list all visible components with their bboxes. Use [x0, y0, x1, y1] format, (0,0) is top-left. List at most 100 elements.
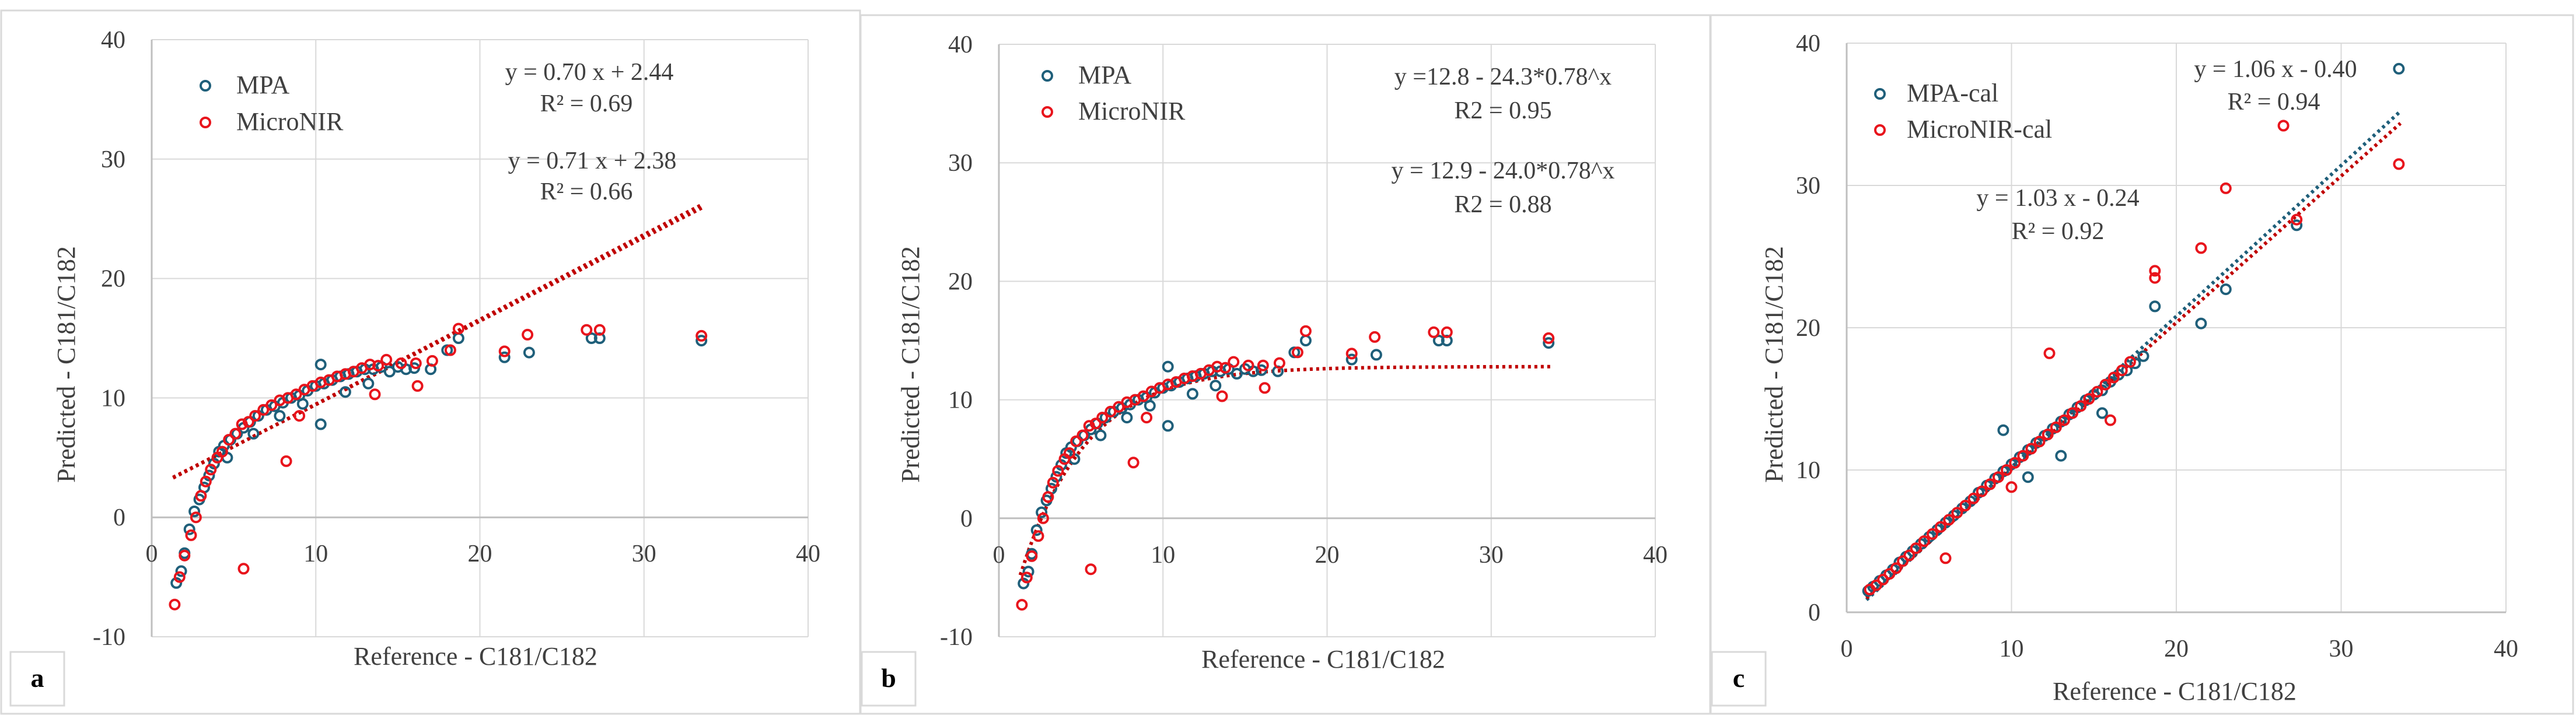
- data-point: [1543, 337, 1555, 349]
- data-point: [223, 434, 235, 446]
- data-point: [229, 427, 242, 440]
- data-point: [1219, 362, 1232, 374]
- data-point: [452, 322, 464, 335]
- y-tick-label: 0: [1808, 599, 1820, 626]
- data-point: [498, 351, 511, 363]
- data-point: [2116, 364, 2128, 377]
- equation-mpa: y = 0.70 x + 2.44: [505, 59, 674, 86]
- data-point: [1052, 465, 1064, 477]
- data-point: [1231, 367, 1243, 380]
- data-point: [1144, 399, 1156, 412]
- data-point: [1976, 485, 1988, 497]
- data-point: [1918, 535, 1930, 547]
- equation-micronir: y = 0.71 x + 2.38: [508, 148, 677, 174]
- data-point: [2195, 242, 2207, 254]
- y-tick-label: 20: [101, 266, 125, 293]
- data-point: [2096, 407, 2108, 419]
- data-point: [2009, 457, 2021, 469]
- data-point: [2067, 407, 2078, 419]
- data-point: [395, 357, 407, 369]
- data-point: [1105, 405, 1117, 418]
- data-point: [1050, 471, 1062, 483]
- data-point: [290, 388, 302, 401]
- legend-label-mpa-cal: MPA-cal: [1907, 79, 1998, 107]
- y-tick-label: 30: [1796, 173, 1820, 199]
- legend-label-mpa: MPA: [236, 71, 290, 99]
- y-tick-label: -10: [940, 624, 973, 651]
- axes: [151, 40, 808, 637]
- y-tick-label: -10: [93, 624, 125, 651]
- legend: MPA MicroNIR: [200, 71, 344, 136]
- data-point: [1037, 512, 1049, 524]
- data-point: [2291, 219, 2303, 232]
- data-point: [188, 506, 201, 517]
- legend-label-micronir: MicroNIR: [236, 107, 344, 136]
- legend: MPA MicroNIR: [1041, 61, 1186, 125]
- legend-marker-mpa: [200, 80, 211, 92]
- x-tick-label: 20: [468, 541, 492, 567]
- data-point: [190, 511, 202, 524]
- data-point: [1259, 382, 1271, 394]
- y-tick-label: 0: [960, 506, 973, 532]
- x-tick-label: 10: [303, 541, 328, 567]
- data-point: [1370, 349, 1382, 361]
- data-point: [1273, 357, 1285, 369]
- r2-micronir-cal: R² = 0.92: [2012, 218, 2105, 245]
- legend-marker-micronir: [200, 117, 211, 128]
- axes: [1846, 43, 2506, 613]
- data-point: [2096, 384, 2108, 397]
- data-point: [2291, 213, 2303, 226]
- tick-labels: -10 0 10 20 30 40 0 10 20 30 40: [940, 31, 1668, 651]
- data-point: [2099, 378, 2112, 391]
- data-point: [1935, 521, 1946, 533]
- data-point: [1113, 401, 1125, 413]
- data-point: [2137, 350, 2149, 362]
- x-tick-label: 10: [1151, 542, 1175, 569]
- data-point: [1997, 424, 2009, 436]
- data-point: [1959, 500, 1972, 511]
- data-point: [1216, 390, 1228, 402]
- data-point: [444, 344, 456, 356]
- panel-label-box: [9, 651, 65, 707]
- data-point: [1030, 524, 1043, 536]
- x-tick-label: 30: [632, 541, 656, 567]
- data-point: [411, 380, 424, 392]
- data-point: [296, 398, 309, 410]
- data-point: [2149, 300, 2161, 313]
- data-point: [169, 598, 181, 611]
- data-point: [2220, 182, 2232, 194]
- legend-label-micronir-cal: MicroNIR-cal: [1907, 115, 2052, 143]
- data-point: [1299, 325, 1312, 337]
- data-point: [314, 418, 327, 430]
- data-point: [372, 360, 385, 372]
- data-point: [1890, 562, 1902, 574]
- panel-frame: [1710, 14, 2574, 715]
- y-tick-label: 40: [948, 31, 973, 58]
- equation-micronir: y = 12.9 - 24.0*0.78^x: [1392, 157, 1615, 184]
- chart-panel-b: -10 0 10 20 30 40 0 10 20 30 40 Predicted - C181/C…: [859, 14, 1711, 715]
- data-points: [1862, 62, 2405, 597]
- data-point: [362, 377, 375, 390]
- data-point: [2043, 347, 2056, 359]
- data-point: [249, 410, 261, 422]
- data-point: [1186, 388, 1198, 400]
- y-tick-label: 40: [101, 27, 125, 54]
- tick-labels: -10 0 10 20 30 40 0 10 20 30 40: [93, 27, 820, 651]
- data-point: [170, 577, 183, 589]
- axes: [998, 44, 1655, 637]
- data-point: [1903, 549, 1916, 562]
- data-point: [175, 565, 187, 577]
- data-point: [205, 464, 217, 476]
- data-point: [581, 324, 593, 336]
- data-point: [1026, 550, 1038, 562]
- panel-frame: [0, 9, 861, 715]
- r2-mpa: R2 = 0.95: [1454, 97, 1551, 124]
- x-tick-label: 30: [2329, 636, 2354, 662]
- data-point: [1070, 435, 1082, 447]
- data-point: [695, 329, 708, 342]
- legend-marker-mpa: [1041, 70, 1053, 82]
- panel-label: b: [881, 663, 896, 693]
- legend-label-mpa: MPA: [1078, 61, 1132, 89]
- data-point: [1967, 492, 1980, 504]
